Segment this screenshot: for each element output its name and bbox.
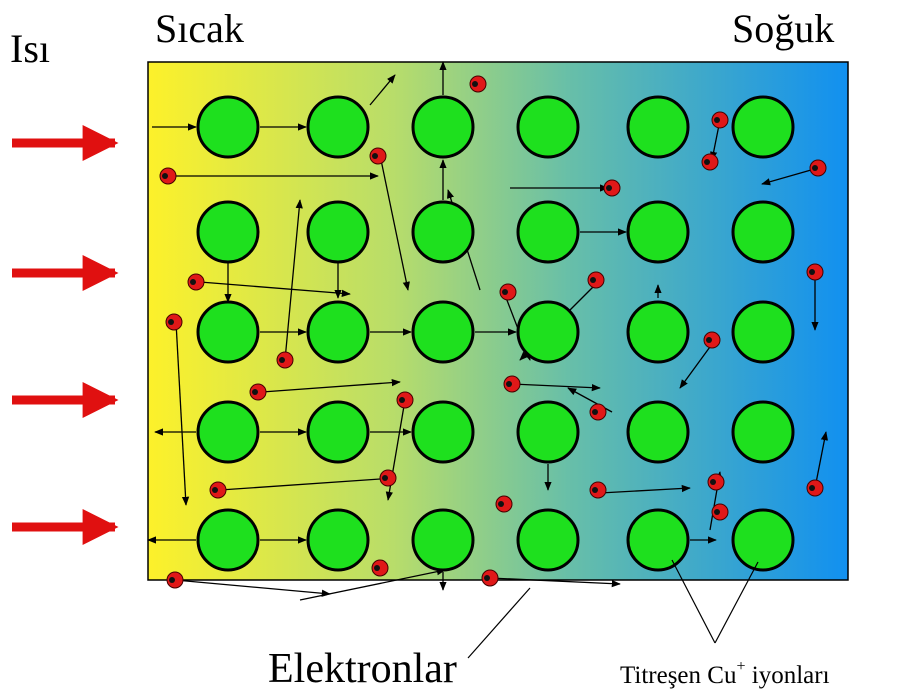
pointer — [468, 588, 530, 658]
ion — [628, 97, 688, 157]
electron-core — [168, 319, 174, 325]
ions-charge: + — [736, 658, 745, 675]
ion — [628, 402, 688, 462]
ion — [308, 510, 368, 570]
heat-label: Isı — [10, 26, 50, 71]
ion — [308, 302, 368, 362]
ion — [628, 302, 688, 362]
electron-core — [484, 575, 490, 581]
ion — [518, 202, 578, 262]
ions-suffix: iyonları — [752, 662, 830, 689]
ion — [413, 510, 473, 570]
electron-core — [714, 509, 720, 515]
ion — [628, 510, 688, 570]
ion — [413, 202, 473, 262]
ions-word: Titreşen — [620, 662, 702, 689]
ion — [308, 202, 368, 262]
electron-core — [506, 381, 512, 387]
electron-core — [592, 409, 598, 415]
electron-core — [162, 173, 168, 179]
electron-core — [399, 397, 405, 403]
ion — [733, 202, 793, 262]
ions-label: Titreşen Cu+ iyonları — [620, 650, 830, 689]
electron-core — [190, 279, 196, 285]
diagram: Isı Sıcak Soğuk Elektronlar Titreşen Cu+… — [0, 0, 911, 700]
ion — [518, 510, 578, 570]
ion — [733, 510, 793, 570]
ion — [198, 302, 258, 362]
electron-core — [706, 337, 712, 343]
cold-label: Soğuk — [732, 6, 834, 51]
hot-label: Sıcak — [155, 6, 244, 51]
ion — [518, 402, 578, 462]
electron-core — [809, 269, 815, 275]
ion — [733, 97, 793, 157]
electron-core — [169, 577, 175, 583]
electron-core — [498, 501, 504, 507]
ion — [198, 510, 258, 570]
ion — [198, 97, 258, 157]
electron-core — [252, 389, 258, 395]
electron-core — [372, 153, 378, 159]
ion — [413, 302, 473, 362]
ion — [198, 402, 258, 462]
electrons-label: Elektronlar — [268, 646, 457, 692]
heat-arrows — [12, 143, 115, 527]
electron-core — [590, 277, 596, 283]
electron-core — [374, 565, 380, 571]
ions-element: Cu — [707, 662, 737, 689]
ion — [198, 202, 258, 262]
electron-core — [212, 487, 218, 493]
ion — [733, 402, 793, 462]
electron-core — [472, 81, 478, 87]
electron-core — [812, 165, 818, 171]
electron-core — [279, 357, 285, 363]
electron-core — [714, 117, 720, 123]
electron-core — [710, 479, 716, 485]
ion — [733, 302, 793, 362]
ion — [413, 402, 473, 462]
electron-core — [704, 159, 710, 165]
motion-arrow — [175, 580, 330, 594]
electron-core — [592, 487, 598, 493]
electron-core — [809, 485, 815, 491]
ion — [628, 202, 688, 262]
electron-core — [502, 289, 508, 295]
ion — [518, 97, 578, 157]
ion — [413, 97, 473, 157]
electron-core — [382, 475, 388, 481]
ion — [308, 97, 368, 157]
electron-core — [606, 185, 612, 191]
ion — [518, 302, 578, 362]
ion — [308, 402, 368, 462]
